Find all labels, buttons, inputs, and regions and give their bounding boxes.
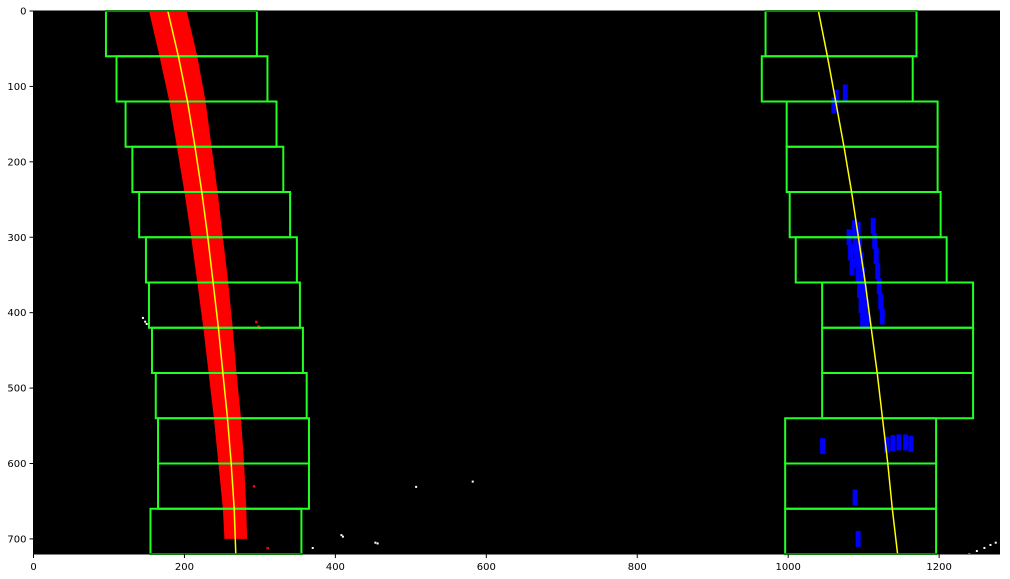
right-lane-pixel-18: [876, 278, 882, 295]
right-lane-pixel-15: [872, 233, 878, 250]
sliding-windows: [104, 10, 975, 555]
right-lane-pixel-8: [857, 282, 863, 299]
right-fit-line: [817, 10, 899, 555]
noise-pixel-0: [141, 316, 144, 319]
x-tick-label-0: 0: [30, 562, 36, 573]
right-lane-pixel-4: [854, 251, 860, 268]
noise-pixel-12: [975, 549, 978, 552]
noise-pixel-9: [340, 554, 343, 557]
right-lane-pixel-30: [903, 434, 909, 451]
noise-pixel-1: [144, 320, 147, 323]
noise-pixel-10: [311, 546, 314, 549]
right-lane-pixel-6: [855, 266, 861, 283]
right-lane-pixel-19: [878, 293, 884, 310]
y-tick-label-1: 100: [7, 82, 26, 93]
polynomial-fit-lines: [167, 10, 899, 555]
right-lane-pixel-23: [849, 259, 855, 276]
right-lane-pixel-20: [879, 308, 885, 325]
noise-pixel-2: [145, 322, 148, 325]
right-lane-pixel-34: [820, 438, 826, 455]
noise-pixel-15: [994, 541, 997, 544]
noise-pixel-8: [471, 480, 474, 483]
noise-pixel-6: [376, 542, 379, 545]
x-tick-label-3: 600: [477, 562, 496, 573]
x-tick-label-6: 1200: [926, 562, 951, 573]
right-lane-pixel-9: [861, 282, 867, 299]
right-lane-pixel-12: [860, 312, 866, 329]
x-tick-label-4: 800: [628, 562, 647, 573]
noise-pixels: [141, 316, 997, 557]
left-lane-pixel-4: [266, 546, 269, 550]
y-tick-label-7: 700: [7, 534, 26, 545]
right-lane-pixel-2: [852, 236, 858, 253]
noise-pixel-3: [340, 534, 343, 537]
right-lane-pixel-27: [884, 436, 890, 453]
y-tick-label-5: 500: [7, 384, 26, 395]
y-tick-label-3: 300: [7, 233, 26, 244]
y-tick-label-4: 400: [7, 308, 26, 319]
left-lane-pixel-1: [257, 325, 260, 328]
right-lane-pixel-29: [896, 434, 902, 451]
axes-frame: [33, 10, 1000, 555]
x-tick-label-2: 400: [326, 562, 345, 573]
right-lane-pixel-10: [858, 297, 864, 314]
y-tick-label-2: 200: [7, 157, 26, 168]
right-lane-pixel-28: [890, 435, 896, 452]
left-lane-pixel-3: [252, 485, 256, 488]
noise-pixel-14: [989, 543, 992, 546]
right-lane-pixel-17: [875, 263, 881, 280]
right-lane-pixel-32: [852, 489, 858, 506]
right-lane-pixel-1: [855, 221, 861, 238]
right-lane-pixel-7: [860, 266, 866, 283]
right-lane-pixel-16: [873, 248, 879, 265]
right-lane-pixel-25: [842, 84, 848, 101]
noise-pixel-4: [341, 535, 344, 538]
y-tick-label-6: 600: [7, 459, 26, 470]
right-lane-pixel-11: [863, 297, 869, 314]
noise-pixel-13: [983, 546, 986, 549]
axes: 0 200 400 600 800 1000 1200 0 100 200 300 400 500 600…: [7, 7, 1000, 573]
right-lane-pixel-0: [851, 220, 857, 237]
noise-pixel-5: [374, 541, 377, 544]
right-lane-pixel-22: [848, 244, 854, 261]
x-tick-label-5: 1000: [775, 562, 800, 573]
left-lane-pixel-band: [149, 11, 248, 539]
right-lane-pixel-13: [864, 312, 870, 329]
right-lane-pixel-26: [831, 97, 837, 114]
right-lane-pixel-33: [855, 530, 861, 547]
left-lane-pixel-0: [255, 320, 258, 324]
x-tick-label-1: 200: [175, 562, 194, 573]
left-fit-line: [167, 10, 237, 555]
noise-pixel-7: [415, 485, 418, 488]
right-lane-pixel-14: [870, 217, 876, 234]
right-lane-pixel-31: [908, 435, 914, 452]
y-tick-label-0: 0: [20, 7, 26, 18]
